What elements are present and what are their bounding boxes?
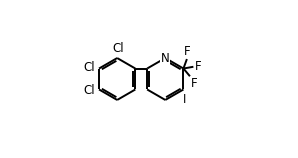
Text: I: I	[183, 93, 186, 106]
Text: Cl: Cl	[113, 42, 124, 55]
Text: Cl: Cl	[83, 84, 95, 97]
Text: F: F	[195, 60, 202, 73]
Text: Cl: Cl	[83, 61, 95, 74]
Text: F: F	[184, 45, 190, 58]
Text: N: N	[161, 52, 170, 65]
Text: F: F	[191, 77, 197, 91]
